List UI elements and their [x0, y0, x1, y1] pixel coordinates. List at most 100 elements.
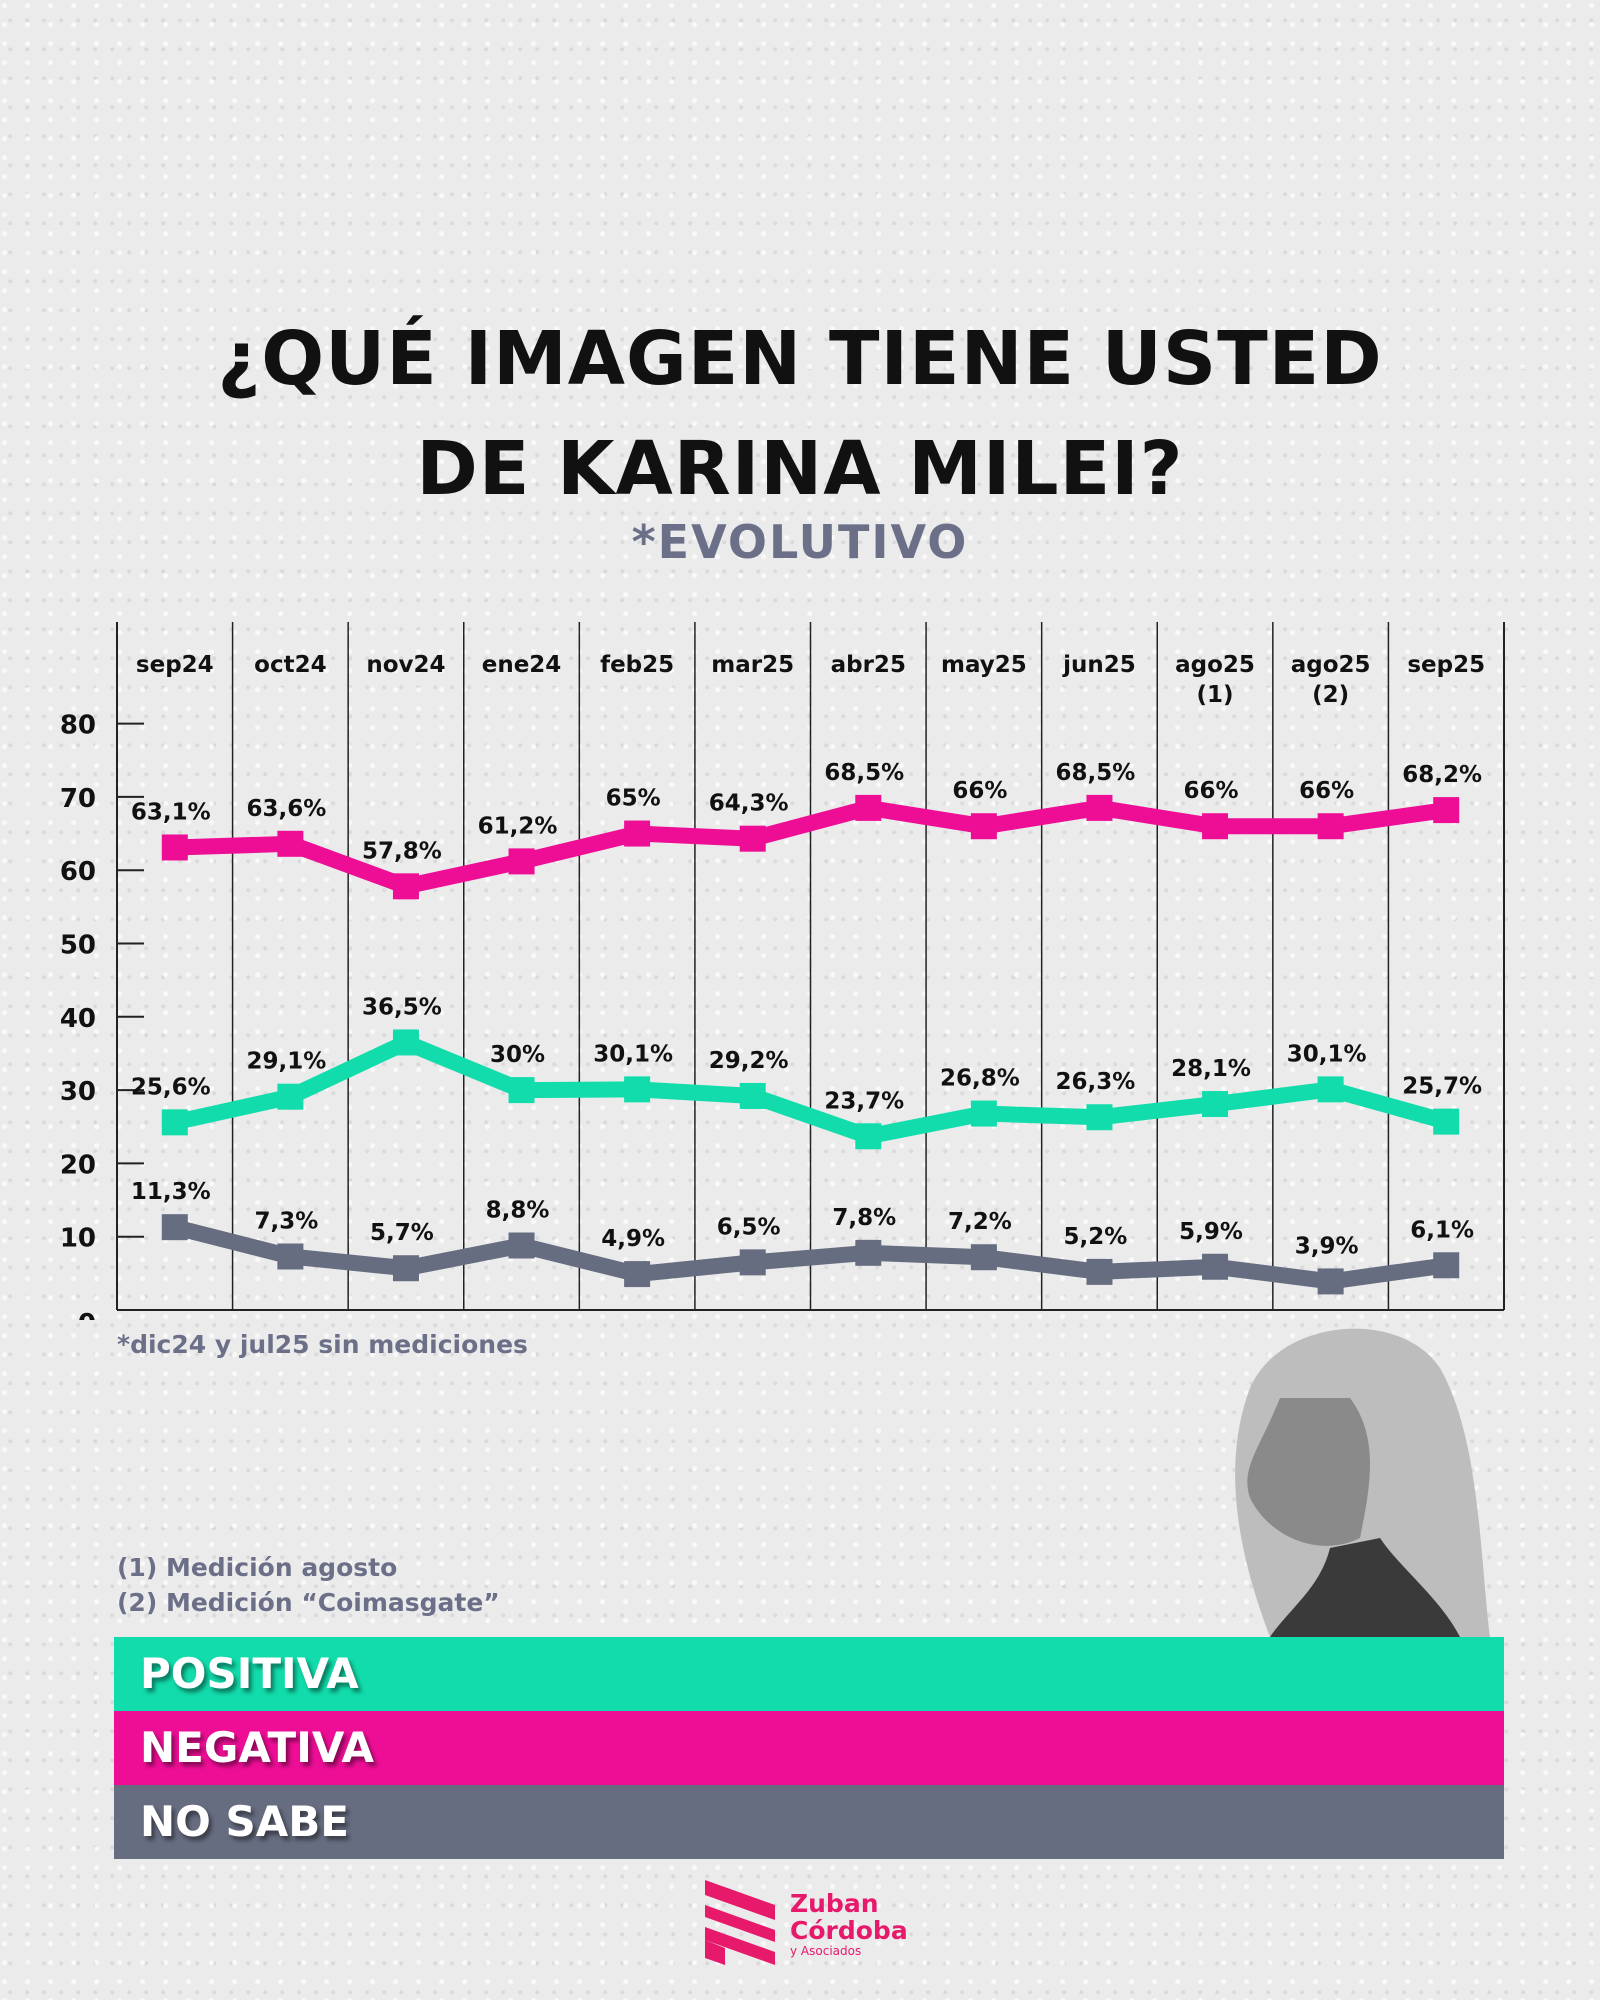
data-label: 68,5%: [1056, 760, 1136, 786]
data-label: 63,1%: [131, 799, 211, 825]
data-label: 25,7%: [1402, 1074, 1482, 1100]
data-point-marker: [1086, 1104, 1113, 1131]
data-label: 26,8%: [940, 1066, 1020, 1092]
data-point-marker: [161, 1214, 188, 1241]
data-label: 61,2%: [478, 813, 558, 839]
line-chart: 0 10 20 30 40 50 60 70 80 sep24 oct24 nov24 ene24 feb…: [60, 622, 1505, 1320]
y-tick-label: 50: [60, 931, 96, 961]
y-tick-label: 40: [60, 1004, 96, 1034]
data-point-marker: [277, 830, 304, 857]
data-label: 29,1%: [246, 1049, 326, 1075]
data-point-marker: [1317, 813, 1344, 840]
data-label: 6,1%: [1410, 1217, 1474, 1243]
data-label: 3,9%: [1295, 1233, 1359, 1259]
data-label: 25,6%: [131, 1074, 211, 1100]
data-label: 8,8%: [486, 1197, 550, 1223]
data-label: 5,2%: [1064, 1224, 1128, 1250]
data-label: 5,7%: [370, 1220, 434, 1246]
data-label: 7,3%: [254, 1208, 318, 1234]
data-label: 30%: [490, 1042, 545, 1068]
data-label: 6,5%: [717, 1214, 781, 1240]
x-category-label: (2): [1312, 682, 1349, 708]
data-point-marker: [624, 1261, 651, 1288]
portrait-photo: [1180, 1308, 1490, 1637]
x-category-label: mar25: [711, 652, 794, 678]
x-category-label: jun25: [1062, 652, 1136, 678]
data-point-marker: [970, 1244, 997, 1271]
data-point-marker: [624, 1076, 651, 1103]
x-category-label: nov24: [366, 652, 445, 678]
data-label: 30,1%: [593, 1041, 673, 1067]
data-point-marker: [739, 1249, 766, 1276]
data-point-marker: [970, 813, 997, 840]
legend-label: NO SABE: [140, 1797, 349, 1846]
series-line-negativa: [174, 799, 1448, 895]
y-tick-label: 70: [60, 784, 96, 814]
subtitle: *EVOLUTIVO: [631, 515, 969, 569]
title-line-2: DE KARINA MILEI?: [416, 426, 1184, 512]
note-1: (1) Medición agosto: [117, 1553, 398, 1582]
data-point-marker: [855, 1239, 882, 1266]
data-point-marker: [1202, 1091, 1229, 1118]
data-label: 68,2%: [1402, 762, 1482, 788]
x-category-label: sep24: [136, 652, 214, 678]
data-point-marker: [970, 1100, 997, 1127]
data-label: 11,3%: [131, 1179, 211, 1205]
data-label: 57,8%: [362, 838, 442, 864]
data-label: 65%: [606, 786, 661, 812]
data-point-marker: [392, 1255, 419, 1282]
y-tick-label: 20: [60, 1150, 96, 1180]
x-category-label: abr25: [831, 652, 906, 678]
x-category-label: oct24: [254, 652, 326, 678]
title-line-1: ¿QUÉ IMAGEN TIENE USTED: [217, 316, 1383, 402]
x-category-label: feb25: [600, 652, 674, 678]
y-tick-label: 80: [60, 711, 96, 741]
data-point-marker: [277, 1243, 304, 1270]
data-point-marker: [739, 1082, 766, 1109]
data-label: 7,2%: [948, 1209, 1012, 1235]
data-label: 26,3%: [1056, 1069, 1136, 1095]
x-category-label: sep25: [1407, 652, 1485, 678]
x-category-label: (1): [1197, 682, 1234, 708]
legend-no-sabe: NO SABE: [114, 1785, 1504, 1859]
x-category-label: ene24: [482, 652, 562, 678]
data-label: 63,6%: [246, 796, 326, 822]
legend-positiva: POSITIVA: [114, 1637, 1504, 1711]
data-label: 29,2%: [709, 1048, 789, 1074]
data-label: 66%: [1299, 778, 1354, 804]
data-point-marker: [624, 820, 651, 847]
legend-negativa: NEGATIVA: [114, 1711, 1504, 1785]
data-point-marker: [508, 1232, 535, 1259]
data-label: 7,8%: [832, 1205, 896, 1231]
x-category-label: may25: [941, 652, 1027, 678]
logo-line-1: Zuban: [790, 1889, 879, 1918]
data-label: 66%: [952, 778, 1007, 804]
series-line-no-sabe: [172, 1219, 1448, 1290]
data-point-marker: [1202, 813, 1229, 840]
data-point-marker: [392, 873, 419, 900]
data-label: 64,3%: [709, 791, 789, 817]
data-point-marker: [855, 1123, 882, 1150]
data-label: 5,9%: [1179, 1219, 1243, 1245]
data-point-marker: [1317, 1268, 1344, 1295]
data-point-marker: [1433, 1108, 1460, 1135]
data-point-marker: [392, 1029, 419, 1056]
legend-label: NEGATIVA: [140, 1723, 374, 1772]
y-tick-label: 0: [78, 1309, 96, 1320]
data-point-marker: [1433, 1252, 1460, 1279]
footnote: *dic24 y jul25 sin mediciones: [117, 1330, 528, 1359]
logo-line-2: Córdoba: [790, 1916, 908, 1945]
data-label: 23,7%: [824, 1088, 904, 1114]
data-point-marker: [1086, 794, 1113, 821]
data-point-marker: [508, 848, 535, 875]
logo-line-3: y Asociados: [790, 1944, 862, 1958]
data-point-marker: [508, 1077, 535, 1104]
series-line-positiva: [173, 1033, 1449, 1145]
data-label: 28,1%: [1171, 1056, 1251, 1082]
y-tick-label: 30: [60, 1077, 96, 1107]
x-category-label: ago25: [1291, 652, 1371, 678]
y-tick-label: 60: [60, 857, 96, 887]
logo-mark-icon: [705, 1880, 775, 1965]
data-point-marker: [1433, 797, 1460, 824]
legend-label: POSITIVA: [140, 1649, 359, 1698]
